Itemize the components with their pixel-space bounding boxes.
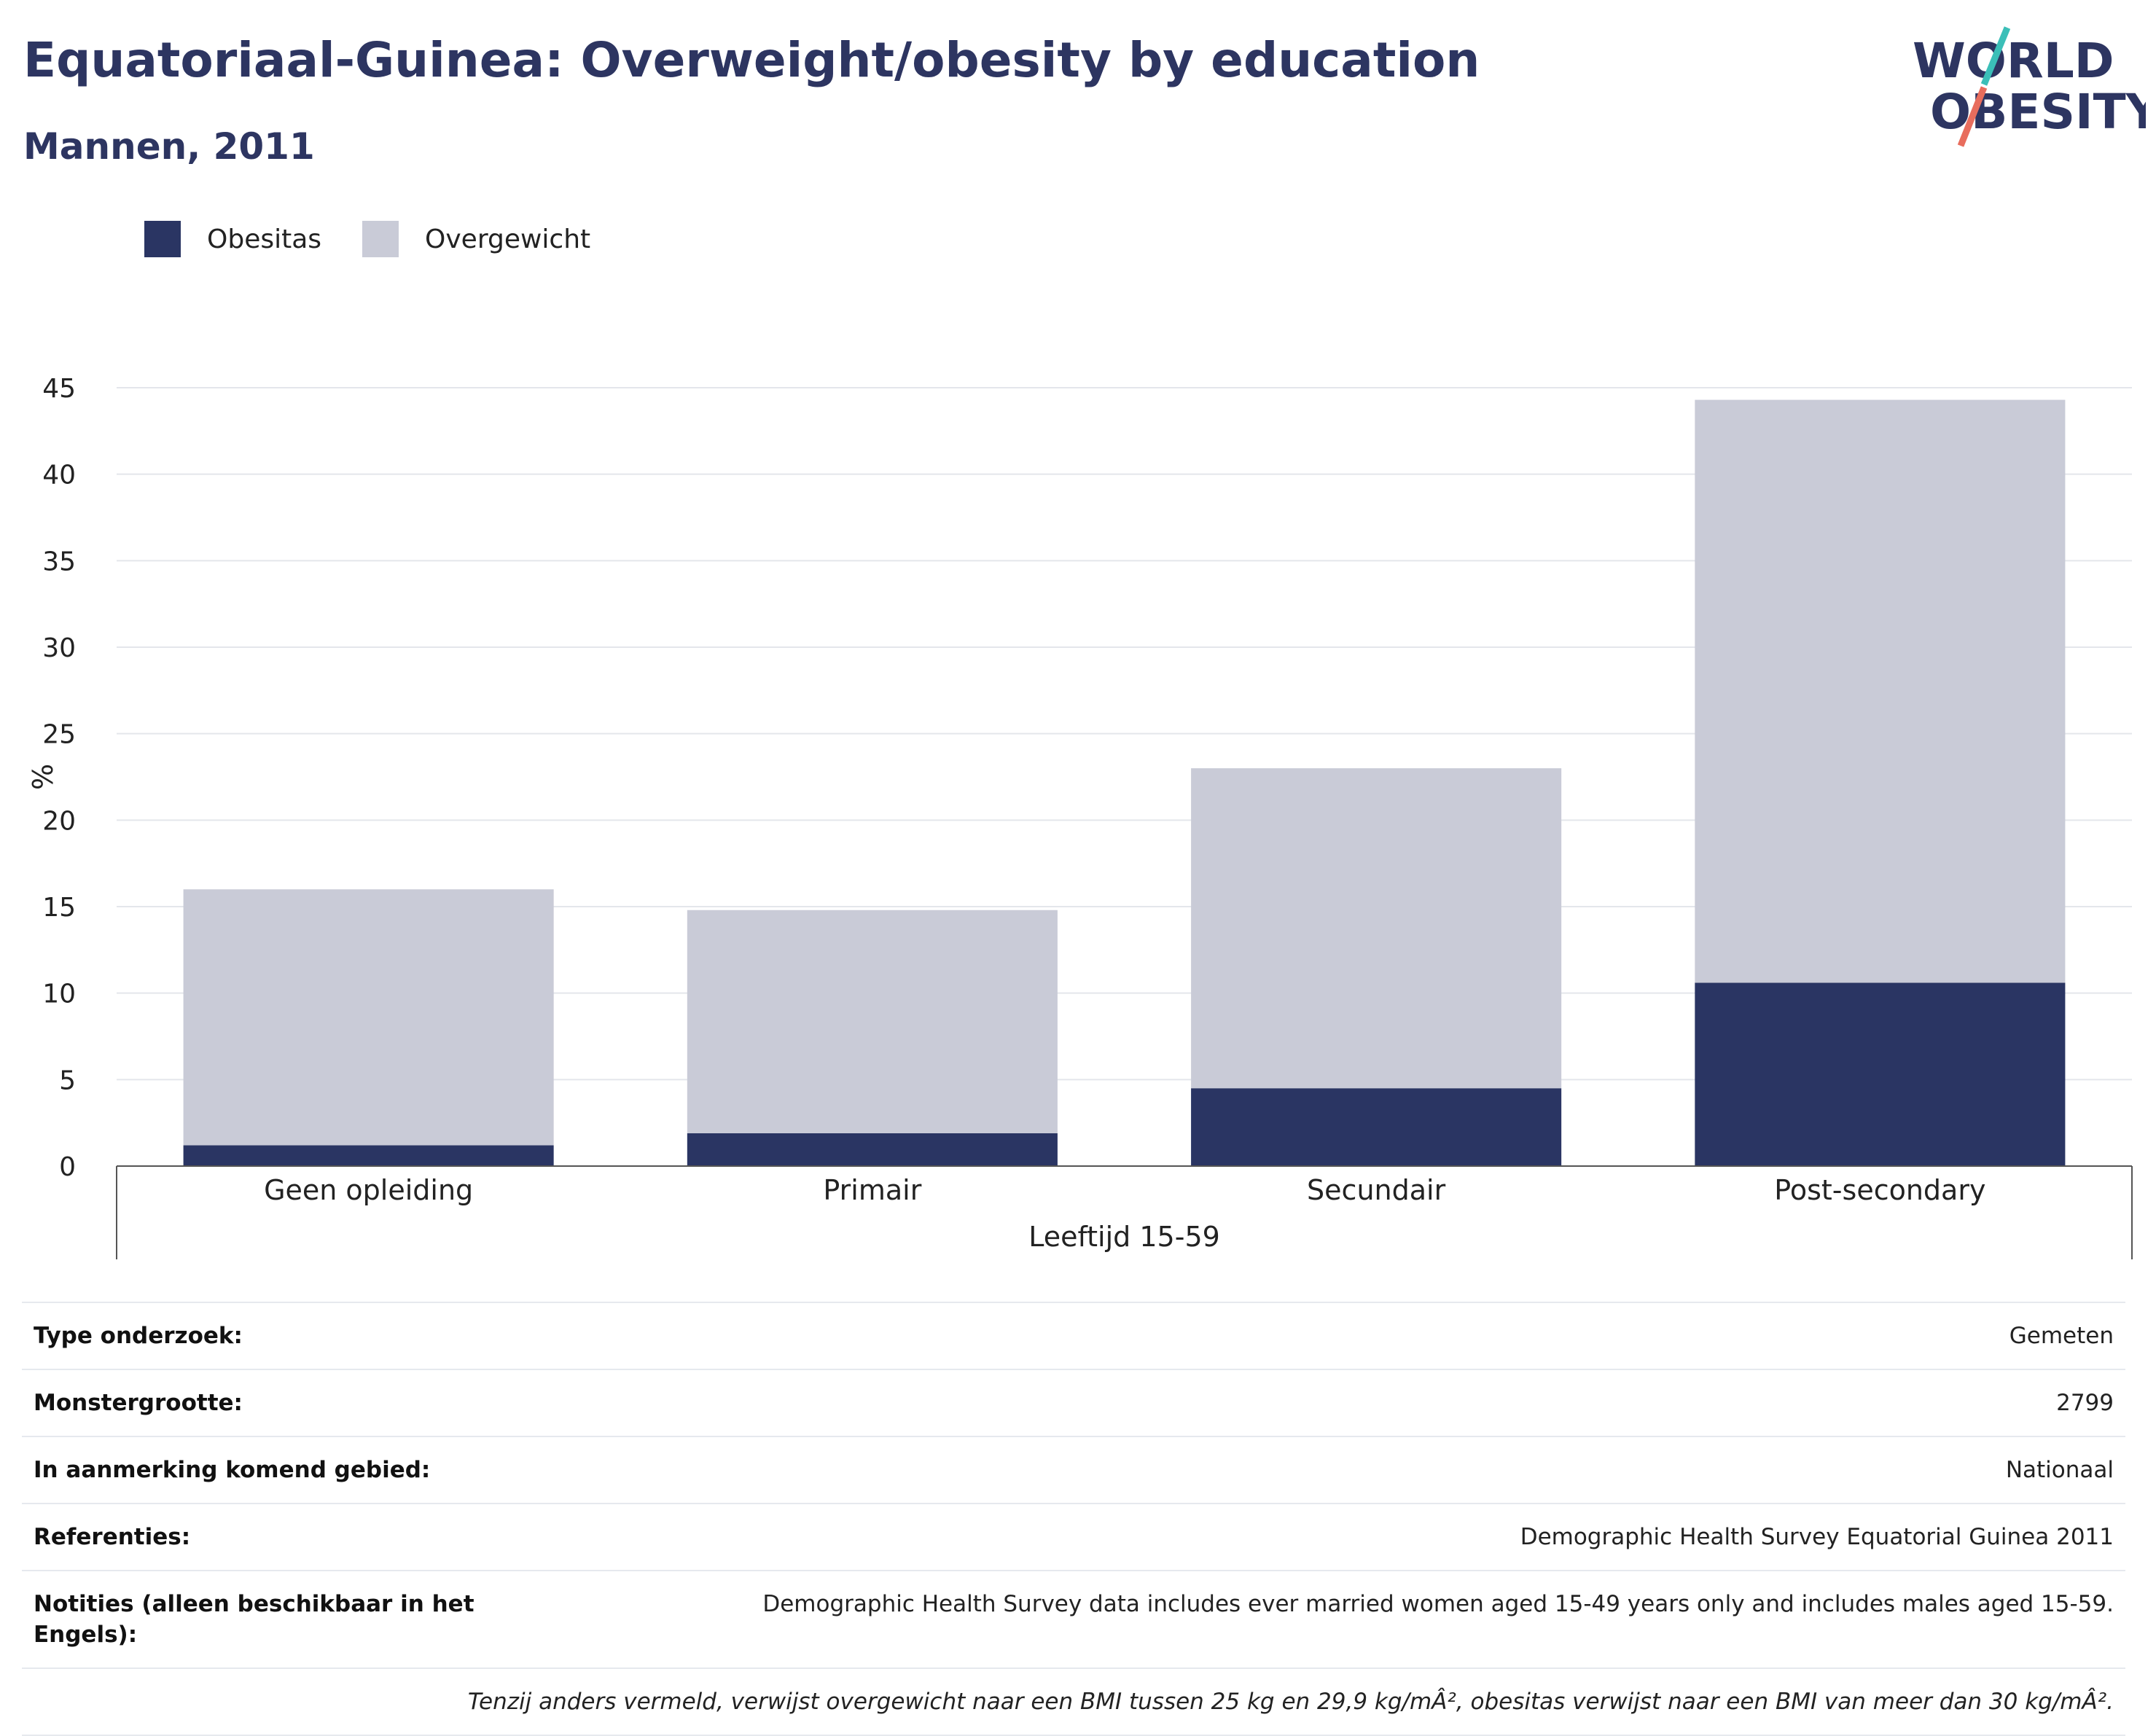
world-obesity-logo: WORLD OBESITY — [1913, 26, 2146, 147]
info-row-notes: Notities (alleen beschikbaar in het Enge… — [22, 1570, 2125, 1667]
survey-type-label: Type onderzoek: — [34, 1323, 243, 1349]
logo-slash-teal — [1980, 26, 2011, 86]
x-tick-label: Secundair — [1307, 1174, 1446, 1206]
x-axis-title: Leeftijd 15-59 — [1028, 1221, 1220, 1253]
bar-obesitas-3 — [1191, 1088, 1562, 1166]
y-tick-label: 25 — [42, 720, 76, 750]
x-tick-label: Primair — [823, 1174, 921, 1206]
references-label: Referenties: — [34, 1524, 191, 1550]
y-axis-title: % — [27, 764, 59, 790]
notes-label: Notities (alleen beschikbaar in het Enge… — [34, 1591, 474, 1648]
bar-obesitas-2 — [687, 1133, 1058, 1166]
y-tick-label: 15 — [42, 893, 76, 923]
legend-label-obesitas: Obesitas — [207, 224, 322, 254]
legend-swatch-overgewicht — [362, 221, 399, 257]
bar-chart: 0 5 10 15 20 25 30 35 40 45% Geen opleiding Primair… — [27, 374, 2133, 1259]
logo-slash-coral — [1957, 86, 1988, 147]
info-row-references: Referenties: Demographic Health Survey E… — [22, 1503, 2125, 1570]
legend-label-overgewicht: Overgewicht — [425, 224, 591, 254]
info-row-survey-type: Type onderzoek: Gemeten — [22, 1302, 2125, 1369]
chart-title: Equatoriaal-Guinea: Overweight/obesity b… — [23, 32, 1480, 88]
bmi-footnote: Tenzij anders vermeld, verwijst overgewi… — [467, 1689, 2114, 1715]
info-row-sample-size: Monstergrootte: 2799 — [22, 1369, 2125, 1436]
notes-value: Demographic Health Survey data includes … — [762, 1591, 2114, 1617]
chart-legend: Obesitas Overgewicht — [144, 217, 631, 261]
y-tick-label: 10 — [42, 980, 76, 1009]
sample-size-value: 2799 — [2056, 1390, 2114, 1416]
x-tick-label: Post-secondary — [1774, 1174, 1985, 1206]
bar-overgewicht-2 — [687, 910, 1058, 1133]
legend-item-obesitas[interactable]: Obesitas — [144, 221, 321, 257]
y-tick-label: 30 — [42, 633, 76, 663]
survey-type-value: Gemeten — [2009, 1323, 2114, 1349]
y-tick-label: 0 — [59, 1152, 76, 1182]
y-tick-label: 5 — [59, 1066, 76, 1095]
legend-item-overgewicht[interactable]: Overgewicht — [362, 221, 590, 257]
y-tick-label: 20 — [42, 806, 76, 836]
chart-subtitle: Mannen, 2011 — [23, 125, 315, 168]
references-value: Demographic Health Survey Equatorial Gui… — [1520, 1524, 2114, 1550]
info-row-footnote: Tenzij anders vermeld, verwijst overgewi… — [22, 1667, 2125, 1736]
logo-line-2: OBESITY — [1930, 84, 2146, 140]
area-label: In aanmerking komend gebied: — [34, 1457, 431, 1483]
logo-line-1: WORLD — [1913, 33, 2114, 89]
y-tick-label: 45 — [42, 374, 76, 404]
bar-overgewicht-1 — [183, 889, 554, 1146]
info-row-area: In aanmerking komend gebied: Nationaal — [22, 1436, 2125, 1503]
bar-obesitas-1 — [183, 1145, 554, 1166]
y-tick-label: 35 — [42, 547, 76, 576]
sample-size-label: Monstergrootte: — [34, 1390, 243, 1416]
area-value: Nationaal — [2005, 1457, 2114, 1483]
legend-swatch-obesitas — [144, 221, 181, 257]
bar-overgewicht-3 — [1191, 768, 1562, 1089]
x-tick-label: Geen opleiding — [264, 1174, 473, 1206]
y-tick-label: 40 — [42, 461, 76, 490]
bar-overgewicht-4 — [1695, 399, 2066, 983]
survey-info-table: Type onderzoek: Gemeten Monstergrootte: … — [22, 1302, 2125, 1736]
bar-obesitas-4 — [1695, 982, 2066, 1166]
